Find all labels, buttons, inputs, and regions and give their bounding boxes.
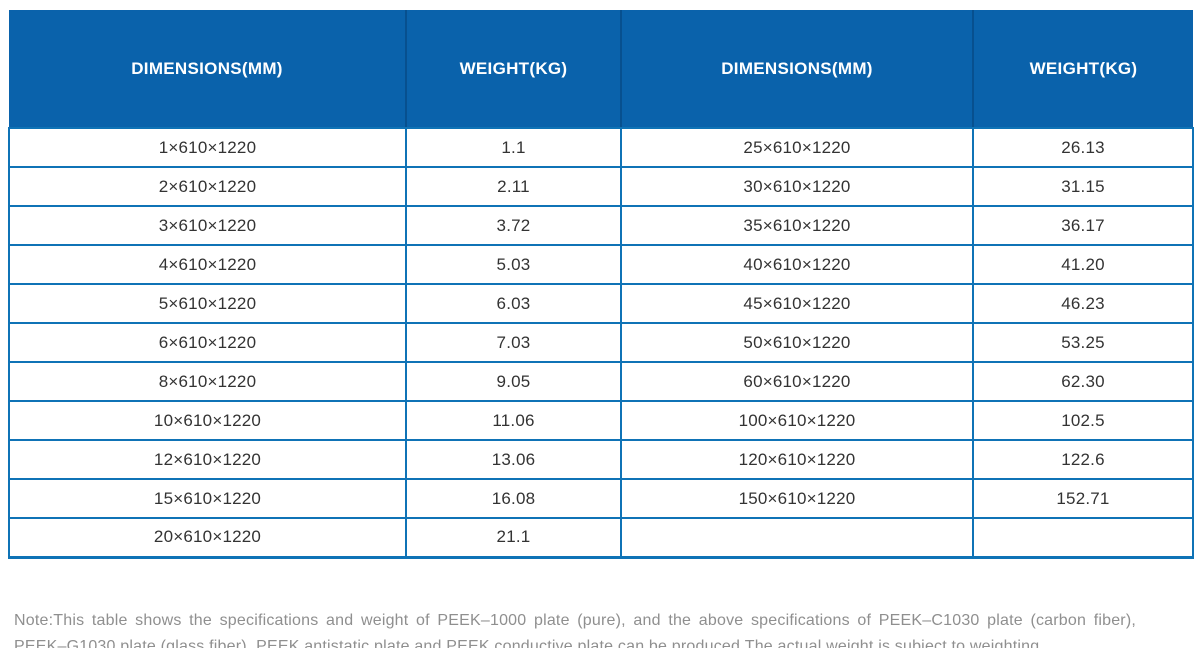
weight-cell: 122.6: [972, 439, 1194, 480]
spec-table-container: DIMENSIONS(MM) WEIGHT(KG) DIMENSIONS(MM)…: [8, 10, 1194, 559]
dimensions-cell: [620, 517, 974, 559]
weight-cell: 21.1: [405, 517, 622, 559]
weight-cell: 26.13: [972, 127, 1194, 168]
dimensions-cell: 150×610×1220: [620, 478, 974, 519]
weight-cell: 31.15: [972, 166, 1194, 207]
dimensions-cell: 2×610×1220: [8, 166, 407, 207]
dimensions-cell: 120×610×1220: [620, 439, 974, 480]
weight-cell: 2.11: [405, 166, 622, 207]
dimensions-cell: 6×610×1220: [8, 322, 407, 363]
dimensions-cell: 100×610×1220: [620, 400, 974, 441]
dimensions-cell: 4×610×1220: [8, 244, 407, 285]
weight-cell: 16.08: [405, 478, 622, 519]
table-row: 20×610×1220 21.1: [8, 517, 1194, 559]
dimensions-cell: 25×610×1220: [620, 127, 974, 168]
dimensions-cell: 50×610×1220: [620, 322, 974, 363]
weight-cell: [972, 517, 1194, 559]
weight-cell: 7.03: [405, 322, 622, 363]
dimensions-cell: 10×610×1220: [8, 400, 407, 441]
table-row: 15×610×1220 16.08 150×610×1220 152.71: [8, 478, 1194, 519]
weight-cell: 102.5: [972, 400, 1194, 441]
spec-table: DIMENSIONS(MM) WEIGHT(KG) DIMENSIONS(MM)…: [8, 10, 1194, 559]
weight-cell: 41.20: [972, 244, 1194, 285]
spec-table-body: 1×610×1220 1.1 25×610×1220 26.13 2×610×1…: [8, 127, 1194, 559]
header-row: DIMENSIONS(MM) WEIGHT(KG) DIMENSIONS(MM)…: [9, 10, 1193, 129]
header-weight-right: WEIGHT(KG): [972, 10, 1193, 129]
table-row: 12×610×1220 13.06 120×610×1220 122.6: [8, 439, 1194, 480]
weight-cell: 62.30: [972, 361, 1194, 402]
dimensions-cell: 12×610×1220: [8, 439, 407, 480]
table-row: 2×610×1220 2.11 30×610×1220 31.15: [8, 166, 1194, 207]
header-weight-left: WEIGHT(KG): [405, 10, 621, 129]
note-text: Note:This table shows the specifications…: [14, 612, 1136, 648]
dimensions-cell: 35×610×1220: [620, 205, 974, 246]
dimensions-cell: 60×610×1220: [620, 361, 974, 402]
weight-cell: 53.25: [972, 322, 1194, 363]
dimensions-cell: 20×610×1220: [8, 517, 407, 559]
table-row: 4×610×1220 5.03 40×610×1220 41.20: [8, 244, 1194, 285]
table-row: 10×610×1220 11.06 100×610×1220 102.5: [8, 400, 1194, 441]
weight-cell: 46.23: [972, 283, 1194, 324]
weight-cell: 11.06: [405, 400, 622, 441]
weight-cell: 9.05: [405, 361, 622, 402]
weight-cell: 13.06: [405, 439, 622, 480]
dimensions-cell: 1×610×1220: [8, 127, 407, 168]
dimensions-cell: 40×610×1220: [620, 244, 974, 285]
table-row: 6×610×1220 7.03 50×610×1220 53.25: [8, 322, 1194, 363]
dimensions-cell: 8×610×1220: [8, 361, 407, 402]
weight-cell: 1.1: [405, 127, 622, 168]
header-dimensions-right: DIMENSIONS(MM): [620, 10, 973, 129]
weight-cell: 152.71: [972, 478, 1194, 519]
dimensions-cell: 5×610×1220: [8, 283, 407, 324]
weight-cell: 5.03: [405, 244, 622, 285]
header-dimensions-left: DIMENSIONS(MM): [9, 10, 406, 129]
table-row: 8×610×1220 9.05 60×610×1220 62.30: [8, 361, 1194, 402]
weight-cell: 36.17: [972, 205, 1194, 246]
spec-table-header: DIMENSIONS(MM) WEIGHT(KG) DIMENSIONS(MM)…: [9, 10, 1193, 129]
dimensions-cell: 30×610×1220: [620, 166, 974, 207]
weight-cell: 3.72: [405, 205, 622, 246]
table-row: 3×610×1220 3.72 35×610×1220 36.17: [8, 205, 1194, 246]
dimensions-cell: 15×610×1220: [8, 478, 407, 519]
table-row: 5×610×1220 6.03 45×610×1220 46.23: [8, 283, 1194, 324]
dimensions-cell: 3×610×1220: [8, 205, 407, 246]
weight-cell: 6.03: [405, 283, 622, 324]
table-row: 1×610×1220 1.1 25×610×1220 26.13: [8, 127, 1194, 168]
dimensions-cell: 45×610×1220: [620, 283, 974, 324]
